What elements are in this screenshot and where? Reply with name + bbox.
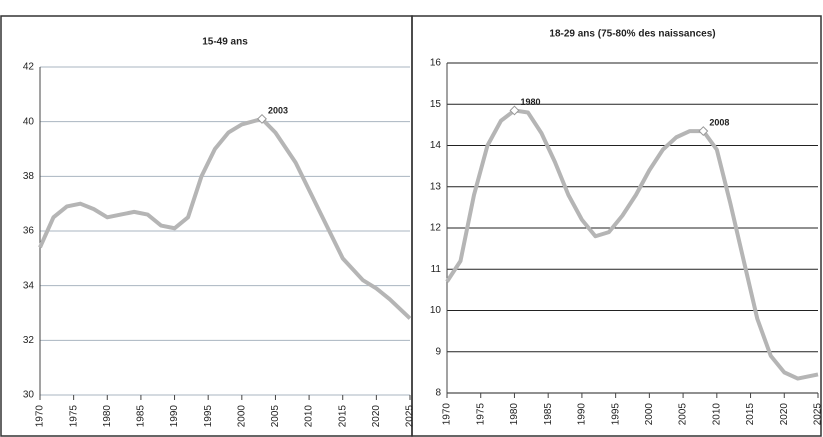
x-tick-label: 2010 [711,403,722,426]
x-tick-label: 1975 [475,403,486,426]
x-tick-label: 2010 [304,405,315,428]
annotation-marker [257,113,267,124]
y-tick-label: 42 [23,62,35,73]
x-tick-label: 2005 [678,403,689,426]
y-tick-label: 9 [435,346,441,357]
x-tick-label: 1975 [68,405,79,428]
y-tick-label: 36 [23,226,35,237]
x-tick-label: 1970 [35,405,46,428]
y-tick-label: 16 [430,58,442,69]
y-tick-label: 8 [435,388,441,399]
y-tick-label: 14 [430,140,442,151]
y-tick-label: 38 [23,171,35,182]
chart-title: 15-49 ans [202,37,248,48]
x-tick-label: 2015 [337,405,348,428]
x-tick-label: 1980 [102,405,113,428]
y-tick-label: 10 [430,305,442,316]
chart-title: 18-29 ans (75-80% des naissances) [549,29,715,40]
x-tick-label: 1995 [203,405,214,428]
y-tick-label: 34 [23,280,35,291]
x-tick-label: 1990 [169,405,180,428]
x-tick-label: 1990 [577,403,588,426]
x-tick-label: 1970 [442,403,453,426]
x-tick-label: 1985 [136,405,147,428]
annotation-label: 2003 [268,105,288,115]
data-line [38,116,412,320]
x-tick-label: 2020 [779,403,790,426]
right-panel-frame [411,15,822,437]
x-tick-label: 2025 [405,405,416,428]
left-panel-frame [0,15,413,437]
y-tick-label: 11 [431,264,442,275]
x-tick-label: 2000 [644,403,655,426]
x-tick-label: 2020 [371,405,382,428]
y-tick-label: 13 [430,181,442,192]
y-tick-label: 12 [430,223,442,234]
annotation-label: 2008 [709,117,729,127]
x-tick-label: 2025 [813,403,823,426]
x-tick-label: 1985 [543,403,554,426]
x-tick-label: 2000 [236,405,247,428]
annotation-label: 1980 [520,97,540,107]
x-tick-label: 2005 [270,405,281,428]
annotation-marker [509,105,520,116]
y-tick-label: 32 [23,335,35,346]
x-tick-label: 2015 [745,403,756,426]
y-tick-label: 30 [23,390,35,401]
data-line [445,108,819,381]
y-tick-label: 15 [430,99,442,110]
x-tick-label: 1995 [610,403,621,426]
y-tick-label: 40 [23,116,35,127]
x-tick-label: 1980 [509,403,520,426]
annotation-marker [698,126,709,137]
